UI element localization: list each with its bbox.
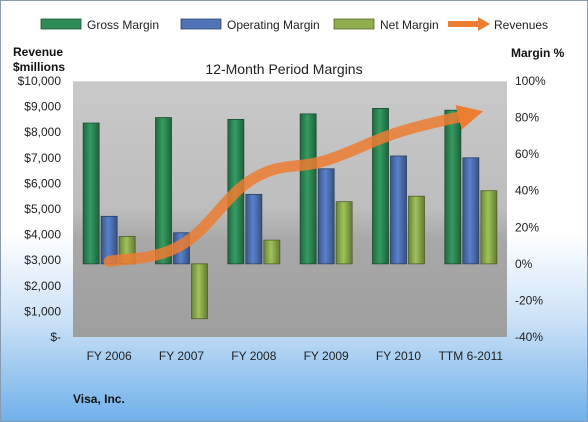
bar-net-margin: [191, 263, 208, 320]
right-tick-label: 0%: [515, 257, 533, 271]
bar-gross-margin: [155, 117, 172, 265]
category-label: FY 2007: [159, 349, 204, 363]
left-tick-label: $4,000: [24, 228, 61, 242]
left-tick-label: $6,000: [24, 176, 61, 190]
right-tick-label: 40%: [515, 184, 539, 198]
right-tick-label: -40%: [515, 330, 543, 344]
right-axis-title: Margin %: [511, 46, 565, 60]
right-tick-label: 20%: [515, 220, 539, 234]
right-tick-label: -20%: [515, 293, 543, 307]
right-tick-label: 80%: [515, 111, 539, 125]
left-tick-label: $9,000: [24, 100, 61, 114]
category-label: FY 2009: [304, 349, 349, 363]
legend-swatch: [333, 18, 375, 30]
category-label: FY 2006: [87, 349, 132, 363]
left-tick-label: $5,000: [24, 202, 61, 216]
bar-net-margin: [408, 195, 425, 265]
left-tick-label: $-: [50, 330, 61, 344]
left-tick-label: $7,000: [24, 151, 61, 165]
bar-gross-margin: [299, 113, 317, 265]
category-label: FY 2008: [231, 349, 276, 363]
bar-operating-margin: [245, 193, 263, 265]
legend-label: Operating Margin: [227, 18, 320, 32]
bar-operating-margin: [390, 155, 407, 265]
legend-label: Net Margin: [380, 18, 439, 32]
bar-gross-margin: [372, 108, 389, 265]
left-axis-ticks: $- $1,000 $2,000 $3,000 $4,000 $5,000 $6,000 $7…: [18, 74, 62, 344]
category-label: TTM 6-2011: [439, 349, 504, 363]
right-tick-label: 60%: [515, 147, 539, 161]
bar-gross-margin: [82, 122, 100, 265]
legend-label: Gross Margin: [87, 18, 159, 32]
right-axis-ticks: -40% -20% 0% 20% 40% 60% 80% 100%: [515, 74, 546, 344]
left-tick-label: $2,000: [24, 279, 61, 293]
right-tick-label: 100%: [515, 74, 546, 88]
left-tick-label: $1,000: [24, 304, 61, 318]
bar-gross-margin: [444, 109, 462, 265]
bar-operating-margin: [462, 157, 480, 265]
left-axis-title-line2: $millions: [13, 60, 65, 74]
left-tick-label: $10,000: [18, 74, 62, 88]
bar-net-margin: [263, 239, 281, 265]
revenue-line-path: [103, 105, 484, 267]
chart-title: 12-Month Period Margins: [205, 61, 362, 77]
legend: Gross Margin Operating Margin Net Margin Re…: [40, 17, 548, 32]
legend-swatch: [40, 18, 82, 30]
left-axis-title-line1: Revenue: [13, 45, 63, 59]
left-tick-label: $3,000: [24, 253, 61, 267]
category-labels: FY 2006 FY 2007 FY 2008 FY 2009 FY 2010 TTM 6…: [87, 349, 504, 363]
bar-net-margin: [480, 190, 498, 265]
category-label: FY 2010: [376, 349, 421, 363]
legend-arrow-icon: [478, 17, 490, 31]
bar-net-margin: [335, 201, 353, 265]
legend-swatch: [180, 18, 222, 30]
company-name: Visa, Inc.: [73, 392, 125, 406]
legend-label: Revenues: [494, 18, 548, 32]
left-tick-label: $8,000: [24, 125, 61, 139]
revenue-line: [103, 105, 484, 267]
bar-operating-margin: [317, 168, 335, 265]
